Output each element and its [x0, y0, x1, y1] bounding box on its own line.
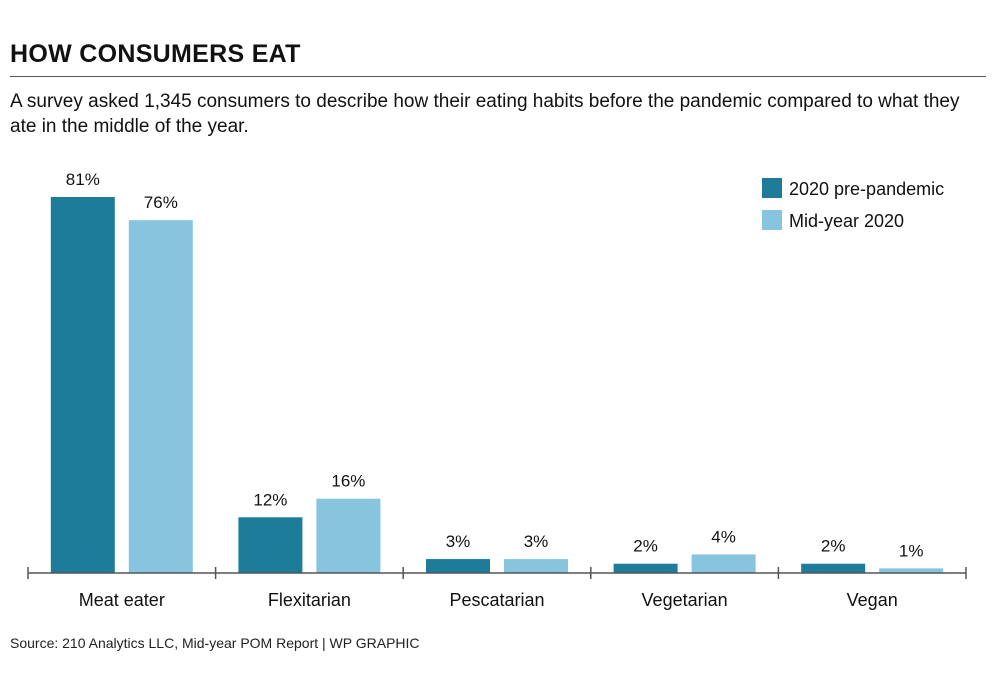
bar-mid-2	[504, 559, 568, 573]
bar-label-pre-1: 12%	[253, 490, 287, 509]
bar-label-mid-3: 4%	[711, 527, 736, 546]
bar-label-pre-0: 81%	[66, 170, 100, 189]
category-label-2: Pescatarian	[449, 590, 544, 610]
category-label-0: Meat eater	[79, 590, 165, 610]
bar-label-pre-2: 3%	[446, 532, 471, 551]
source-note: Source: 210 Analytics LLC, Mid-year POM …	[10, 635, 420, 651]
bar-mid-0	[128, 220, 193, 573]
bar-label-mid-2: 3%	[524, 532, 549, 551]
bar-label-mid-0: 76%	[144, 193, 178, 212]
category-label-4: Vegan	[847, 590, 898, 610]
bar-mid-3	[691, 554, 756, 573]
category-label-1: Flexitarian	[268, 590, 351, 610]
bar-label-pre-4: 2%	[821, 537, 846, 556]
bar-pre-0	[50, 197, 115, 573]
bar-mid-4	[879, 568, 944, 573]
legend-label-pre: 2020 pre-pandemic	[789, 179, 944, 199]
chart-title: HOW CONSUMERS EAT	[10, 40, 301, 68]
legend-label-mid: Mid-year 2020	[789, 211, 904, 231]
bar-label-pre-3: 2%	[633, 537, 658, 556]
bar-pre-3	[613, 563, 678, 573]
bar-chart: 81% 76% Meat eater 12% 16% Flexitarian 3% 3% Pes…	[27, 170, 967, 610]
bar-mid-1	[316, 498, 381, 573]
bar-pre-4	[801, 563, 866, 573]
legend-swatch-mid	[762, 210, 782, 230]
chart-subtitle: A survey asked 1,345 consumers to descri…	[10, 91, 960, 137]
category-label-3: Vegetarian	[642, 590, 728, 610]
bar-pre-2	[426, 559, 490, 573]
legend-swatch-pre	[762, 178, 782, 198]
bar-pre-1	[238, 517, 303, 573]
bar-label-mid-1: 16%	[331, 472, 365, 491]
title-divider	[10, 76, 986, 77]
bar-label-mid-4: 1%	[899, 541, 924, 560]
